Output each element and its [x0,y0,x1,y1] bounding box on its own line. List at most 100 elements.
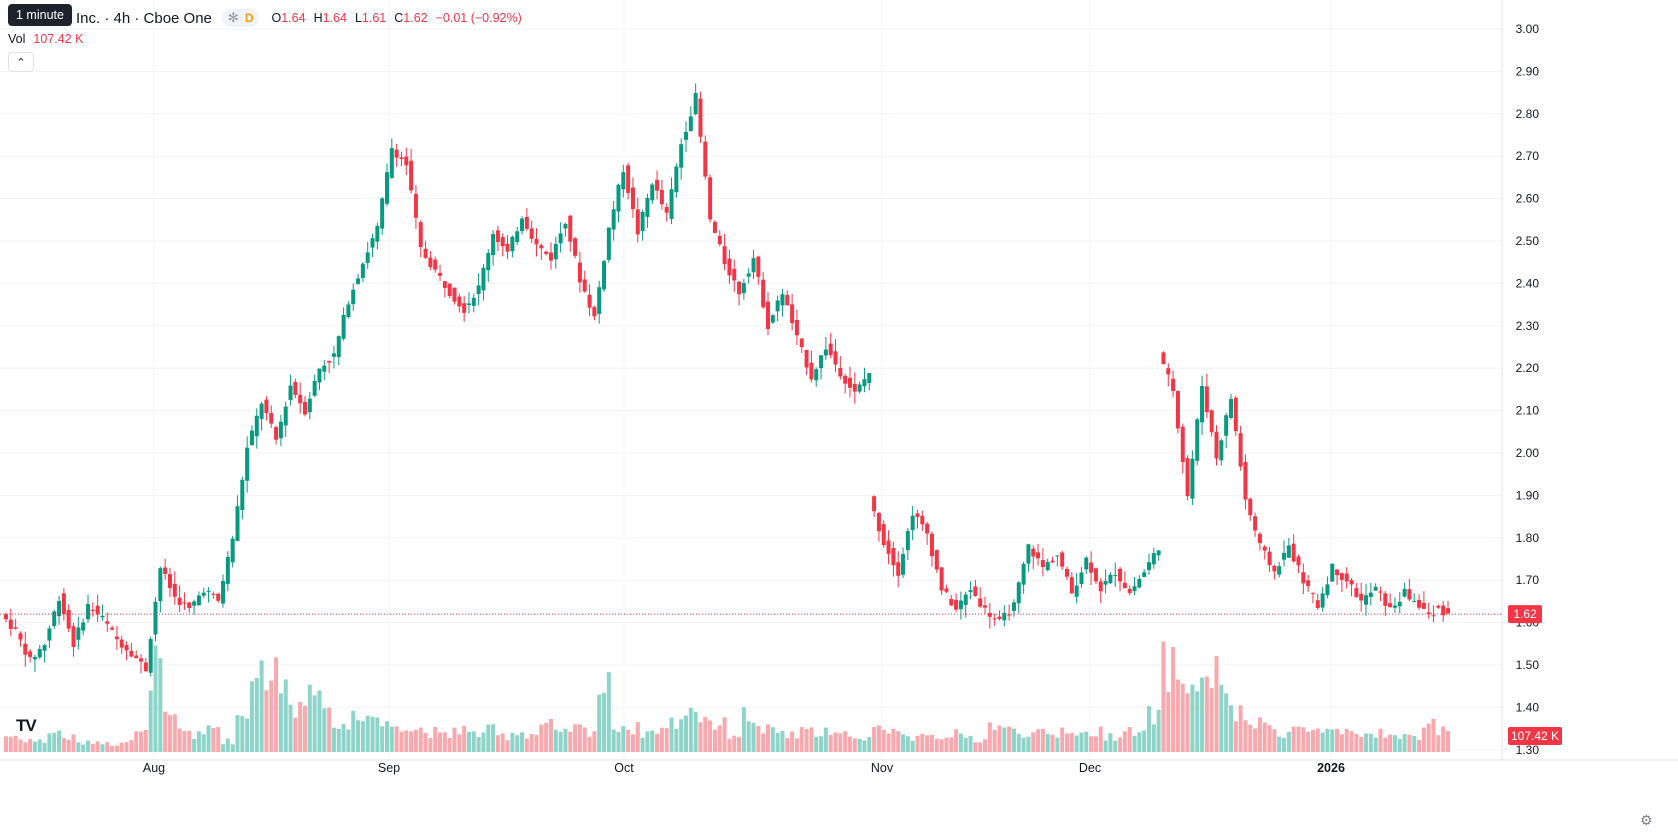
symbol-title[interactable]: Inc. · 4h · Cboe One [76,9,212,27]
candle-body [1195,419,1200,461]
volume-bar [1011,728,1016,752]
candle-body [1219,440,1224,461]
chevron-up-icon: ⌃ [16,56,26,69]
change-value: −0.01 (−0.92%) [435,11,522,25]
volume-bar [1007,726,1012,752]
candle-body [447,283,452,297]
volume-bar [1349,731,1354,752]
volume-bar [4,736,8,752]
volume-bar [264,690,269,752]
volume-bar [833,732,838,752]
candle-body [1243,462,1248,500]
price-tick-label: 1.80 [1516,531,1540,545]
volume-bar [1296,726,1301,752]
volume-bar [1320,732,1325,752]
volume-bar [447,737,452,752]
volume-bar [1248,724,1253,752]
candle-body [18,633,23,640]
volume-bar [1074,735,1079,752]
candle-body [939,567,944,591]
volume-bar [235,715,240,752]
volume-bar [1151,724,1156,752]
volume-bar [298,701,303,752]
candle-body [520,218,525,232]
candle-body [1286,545,1291,558]
volume-bar [428,738,433,752]
volume-bar [119,742,124,752]
candle-body [582,279,587,292]
status-badges[interactable]: ✻ D [221,9,260,27]
candle-body [891,548,896,566]
volume-bar [274,657,279,752]
volume-bar [958,733,963,752]
candle-body [616,184,621,212]
candle-body [1011,602,1016,611]
volume-bar [867,737,872,752]
volume-bar [679,719,684,752]
candle-body [708,177,713,220]
candle-body [1132,586,1137,592]
volume-bar [780,730,785,752]
volume-bar [1262,722,1267,752]
candle-body [1209,410,1214,433]
candle-body [1282,552,1287,560]
volume-bar [341,724,346,752]
volume-bar [336,728,341,752]
candle-body [756,256,761,277]
volume-bar [659,727,664,752]
volume-bar [52,732,57,752]
volume-bar [737,736,742,752]
volume-bar [746,721,751,752]
candle-body [307,398,312,413]
candle-body [1262,546,1267,551]
candle-body [958,600,963,610]
price-tick-label: 2.80 [1516,107,1540,121]
candle-body [712,221,717,233]
time-tick-label: Dec [1079,761,1101,775]
volume-bar [712,729,717,752]
volume-bar [693,711,698,752]
volume-bar [727,738,732,752]
candle-body [862,379,867,387]
candle-body [611,209,616,230]
candle-body [548,252,553,261]
volume-bar [1315,728,1320,752]
candle-body [1407,589,1412,600]
candle-body [394,149,399,158]
candle-body [13,627,18,629]
volume-bar [886,733,891,752]
last-price-label: 1.62 [1513,607,1537,621]
candle-body [356,278,361,284]
collapse-legend-button[interactable]: ⌃ [8,52,34,72]
candle-body [992,618,997,620]
volume-bar [597,694,602,752]
price-tick-label: 2.20 [1516,361,1540,375]
candle-body [172,583,177,597]
tradingview-logo[interactable]: TV [16,716,37,735]
volume-bar [1431,718,1436,752]
volume-bar [929,734,934,752]
candle-body [254,415,259,437]
volume-bar [881,729,886,752]
volume-bar [129,740,134,752]
volume-bar [28,739,33,752]
volume-legend[interactable]: Vol 107.42 K [8,32,83,46]
volume-bar [158,658,163,752]
candle-body [303,401,308,415]
volume-bar [548,718,553,752]
volume-bar [934,738,939,752]
candle-body [515,231,520,243]
candle-body [288,385,293,400]
price-tick-label: 1.50 [1516,658,1540,672]
candle-body [85,604,90,620]
volume-bar [1344,729,1349,752]
volume-bar [356,720,361,752]
gear-icon[interactable]: ⚙ [1640,812,1653,828]
candle-body [1301,572,1306,584]
volume-bar [741,707,746,752]
volume-bar [85,740,90,752]
volume-bar [1306,731,1311,752]
volume-bar [466,731,471,752]
price-tick-label: 2.30 [1516,319,1540,333]
